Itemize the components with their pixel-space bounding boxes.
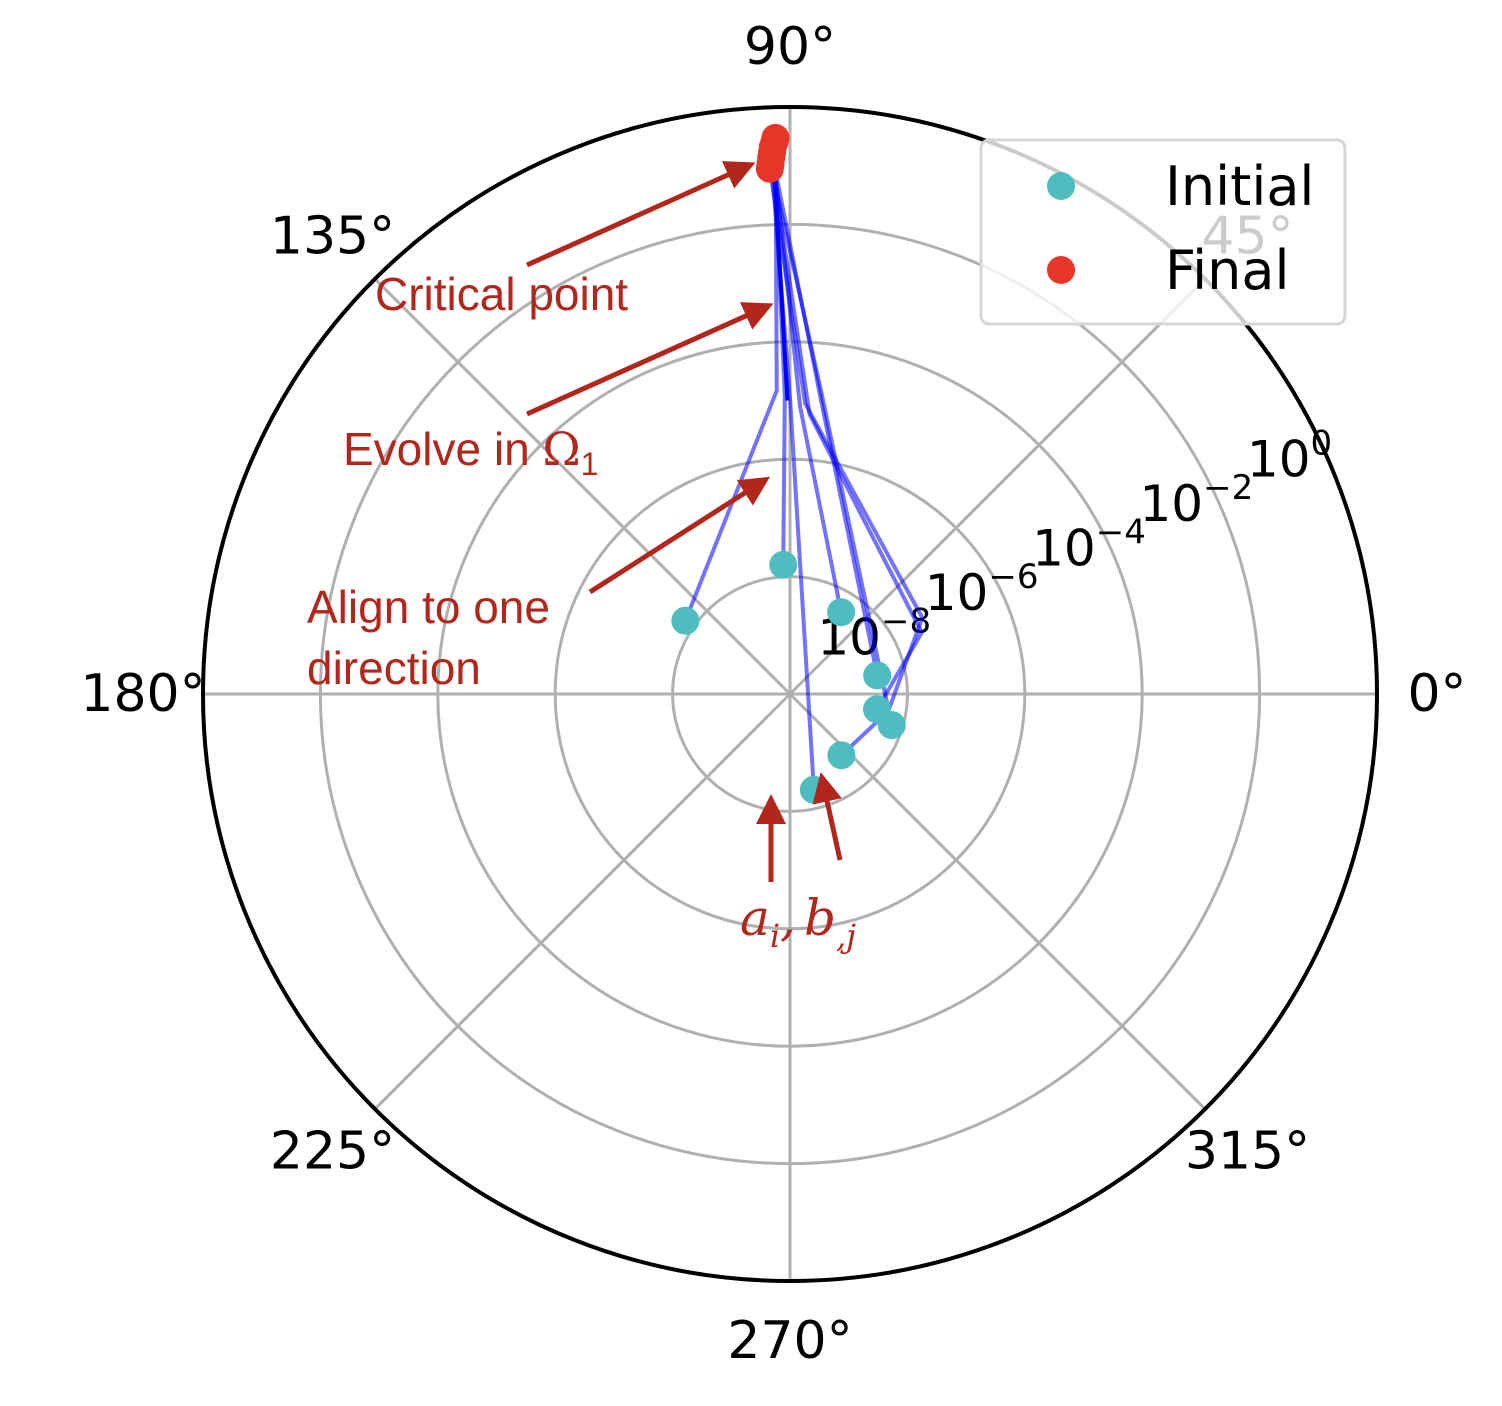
radial-label-exponent: −4 [1096,513,1146,553]
legend-label-initial: Initial [1165,155,1314,218]
legend-marker-final [1047,256,1075,284]
radial-label-3: 10−2 [1140,468,1254,533]
theta-label-135: 135° [270,207,395,267]
evolve-arrow [525,302,774,417]
trajectory-line-6 [767,168,925,757]
theta-label-180: 180° [80,664,205,724]
trajectory-lines [683,137,925,790]
theta-label-225: 225° [270,1121,395,1181]
bj-arrow [812,772,843,861]
grid-spoke-135 [373,277,792,696]
ai-bj-separator: , [780,889,796,947]
radial-label-4: 100 [1247,424,1332,489]
trajectory-line-5 [768,163,894,726]
initial-point-2 [827,598,856,627]
theta-label-315: 315° [1185,1121,1310,1181]
evolve-label-symbol: Ω [542,422,580,476]
legend: Initial Final [979,138,1347,326]
trajectory-line-0 [683,139,779,622]
radial-label-1: 10−6 [925,557,1039,622]
theta-label-270: 270° [727,1311,852,1371]
data-points [671,123,906,804]
initial-point-6 [827,741,856,770]
radial-label-exponent: −6 [988,557,1038,597]
radial-label-base: 10 [1247,431,1311,489]
align-label-line2: direction [307,642,481,694]
theta-label-0: 0° [1407,664,1466,724]
radial-label-base: 10 [925,564,989,622]
critical-point-arrow [525,161,756,268]
grid-spoke-45 [788,277,1207,696]
radial-label-base: 10 [1140,475,1204,533]
ai-bj-label: ai, b,j [740,889,856,955]
annotations: Critical point Evolve in Ω1 Align to one… [307,161,856,955]
initial-point-1 [769,550,798,579]
polar-frame [201,105,1379,1283]
theta-tick-labels: 0°45°90°135°180°225°270°315° [80,17,1466,1371]
legend-marker-initial [1047,172,1075,200]
initial-point-5 [877,711,906,740]
grid-spoke-225 [373,692,792,1111]
evolve-label: Evolve in Ω1 [343,422,598,482]
evolve-label-prefix: Evolve in [343,423,542,475]
radial-label-exponent: −8 [881,602,931,642]
initial-point-3 [863,661,892,690]
evolve-label-subscript: 1 [581,446,599,482]
legend-label-final: Final [1165,239,1289,302]
radial-label-base: 10 [1032,520,1096,578]
radial-label-exponent: −2 [1203,468,1253,508]
align-label-line1: Align to one [307,581,550,633]
align-arrow [588,476,771,595]
radial-label-exponent: 0 [1311,424,1333,464]
initial-point-0 [671,606,700,635]
grid-spoke-315 [788,692,1207,1111]
trajectory-line-4 [769,159,924,711]
theta-label-90: 90° [744,17,836,77]
bj-label-sub: ,j [836,917,856,955]
final-point-6 [755,154,784,183]
ai-label-base: a [740,889,770,947]
bj-label-base: b [804,889,836,947]
radial-label-2: 10−4 [1032,513,1146,578]
critical-point-label: Critical point [375,268,628,320]
ai-label-sub: i [770,917,780,955]
